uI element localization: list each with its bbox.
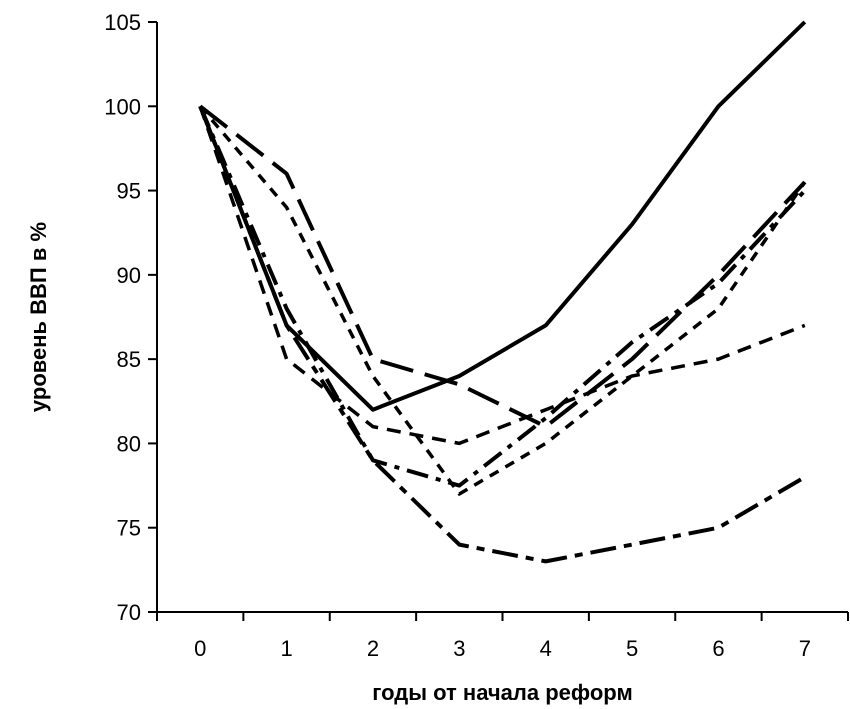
series-line-5 [198,105,806,564]
series-line-1 [198,20,807,412]
series-line-6 [198,105,807,496]
chart-axes: 70 75 80 85 90 95 100 105 0 1 2 3 4 5 6 7 [104,10,849,661]
y-tick-label: 100 [104,94,141,119]
y-tick-label: 90 [117,263,141,288]
series-line-3 [198,105,807,488]
series-line-4 [198,105,806,446]
y-axis-title: уровень ВВП в % [26,222,51,412]
y-tick-label: 95 [117,179,141,204]
x-tick-label: 0 [194,636,206,661]
x-tick-label: 7 [799,636,811,661]
y-tick-label: 75 [117,516,141,541]
y-tick-label: 80 [117,431,141,456]
y-tick-label: 70 [117,600,141,625]
y-tick-label: 105 [104,10,141,35]
x-axis-title: годы от начала реформ [372,680,632,705]
x-tick-label: 1 [280,636,292,661]
x-tick-label: 3 [453,636,465,661]
y-tick-label: 85 [117,347,141,372]
x-tick-label: 5 [626,636,638,661]
x-tick-label: 2 [367,636,379,661]
x-tick-label: 6 [712,636,724,661]
chart-series [198,20,807,564]
x-tick-label: 4 [540,636,552,661]
series-line-2 [198,104,807,429]
